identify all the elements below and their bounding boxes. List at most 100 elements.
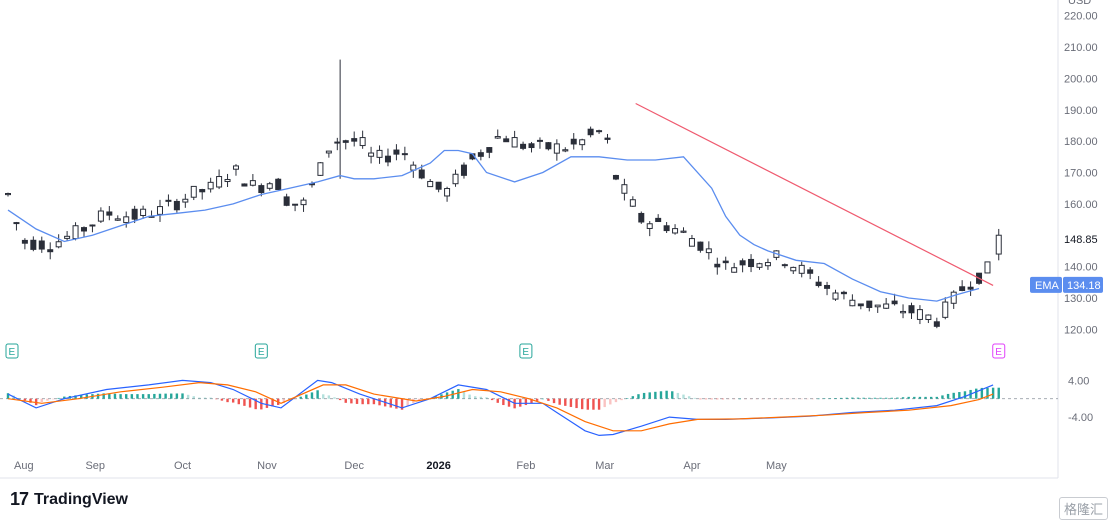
price-tick-label: 190.00 xyxy=(1064,105,1098,117)
time-tick-label: Apr xyxy=(683,460,700,472)
macd-histogram-bar xyxy=(873,397,877,399)
earnings-marker-icon[interactable]: E xyxy=(254,343,268,359)
candle-body xyxy=(300,199,307,206)
macd-histogram-bar xyxy=(29,398,32,403)
earnings-marker-icon[interactable]: E xyxy=(5,343,19,359)
candle-body xyxy=(401,153,408,156)
macd-histogram-bar xyxy=(789,398,792,400)
macd-histogram-bar xyxy=(181,393,184,399)
candle-body xyxy=(47,249,54,253)
candle-body xyxy=(621,184,628,194)
macd-histogram-bar xyxy=(153,393,156,399)
candle-body xyxy=(156,206,163,215)
candle-body xyxy=(342,140,349,143)
macd-histogram-bar xyxy=(609,398,612,405)
candle-body xyxy=(688,238,695,247)
macd-histogram-bar xyxy=(333,397,336,399)
macd-histogram-bar xyxy=(395,398,398,409)
macd-histogram-bar xyxy=(350,398,353,404)
macd-histogram-bar xyxy=(862,397,865,399)
candle-body xyxy=(815,281,822,287)
macd-histogram-bar xyxy=(946,393,950,399)
time-tick-label: Sep xyxy=(85,460,105,472)
macd-histogram-bar xyxy=(535,398,539,401)
macd-histogram-bar xyxy=(980,387,984,399)
macd-histogram-bar xyxy=(125,394,128,399)
macd-histogram-bar xyxy=(834,398,837,399)
candle-body xyxy=(579,139,586,146)
macd-histogram-bar xyxy=(879,397,882,399)
macd-histogram-bar xyxy=(997,387,1000,399)
candle-body xyxy=(232,165,239,170)
earnings-marker-icon[interactable]: E xyxy=(992,343,1006,359)
time-tick-label: Aug xyxy=(14,460,34,472)
macd-histogram xyxy=(6,387,1000,410)
macd-histogram-bar xyxy=(884,397,888,399)
candle-body xyxy=(587,128,594,136)
brand-name: TradingView xyxy=(34,490,128,508)
macd-histogram-bar xyxy=(952,392,955,399)
macd-histogram-bar xyxy=(986,387,989,399)
macd-histogram-bar xyxy=(693,397,696,399)
candle-body xyxy=(249,180,256,186)
macd-histogram-bar xyxy=(271,398,274,407)
macd-histogram-bar xyxy=(772,398,775,400)
macd-histogram-bar xyxy=(631,396,635,399)
macd-histogram-bar xyxy=(406,398,409,407)
macd-histogram-bar xyxy=(761,398,764,400)
candle-body xyxy=(840,291,847,295)
macd-histogram-bar xyxy=(547,398,550,401)
earnings-marker-icon[interactable]: E xyxy=(519,343,533,359)
macd-histogram-bar xyxy=(530,398,533,404)
macd-histogram-bar xyxy=(164,393,167,399)
macd-histogram-bar xyxy=(676,392,680,399)
candle-body xyxy=(114,218,121,221)
macd-histogram-bar xyxy=(941,395,944,399)
macd-histogram-bar xyxy=(592,398,595,410)
candle-body xyxy=(942,301,949,318)
macd-histogram-bar xyxy=(839,397,843,399)
ema-name-badge xyxy=(1030,276,1062,293)
candle-body xyxy=(731,267,738,273)
candle-body xyxy=(764,262,771,267)
candle-body xyxy=(857,303,864,307)
candle-body xyxy=(916,309,923,320)
candle-body xyxy=(283,196,290,206)
candles-group xyxy=(5,59,1002,329)
macd-histogram-bar xyxy=(811,398,815,400)
earnings-marker-label: E xyxy=(9,347,16,358)
candle-body xyxy=(89,224,96,227)
macd-histogram-bar xyxy=(699,398,702,400)
candle-body xyxy=(207,181,214,190)
candle-body xyxy=(376,149,383,158)
macd-histogram-bar xyxy=(727,398,730,400)
candle-body xyxy=(21,239,28,244)
macd-histogram-bar xyxy=(417,398,421,401)
macd-histogram-bar xyxy=(6,393,10,399)
macd-histogram-bar xyxy=(299,396,302,399)
candle-body xyxy=(891,300,898,305)
candle-body xyxy=(520,143,527,149)
macd-histogram-bar xyxy=(282,398,286,404)
time-tick-label: Feb xyxy=(516,460,535,472)
macd-line xyxy=(7,379,994,437)
macd-histogram-bar xyxy=(586,398,590,410)
macd-histogram-bar xyxy=(671,391,674,399)
macd-histogram-bar xyxy=(113,393,117,399)
macd-histogram-bar xyxy=(603,398,606,408)
candle-body xyxy=(258,185,265,194)
macd-histogram-bar xyxy=(344,398,347,403)
macd-histogram-bar xyxy=(209,397,212,399)
macd-histogram-bar xyxy=(580,398,584,410)
candle-body xyxy=(866,300,873,308)
macd-histogram-bar xyxy=(541,398,544,400)
candle-body xyxy=(13,222,20,225)
candle-body xyxy=(334,141,341,144)
candle-body xyxy=(384,155,391,163)
candle-body xyxy=(807,269,814,274)
macd-histogram-bar xyxy=(519,398,522,407)
macd-histogram-bar xyxy=(322,394,325,399)
candle-body xyxy=(494,136,501,139)
macd-histogram-bar xyxy=(710,398,713,400)
